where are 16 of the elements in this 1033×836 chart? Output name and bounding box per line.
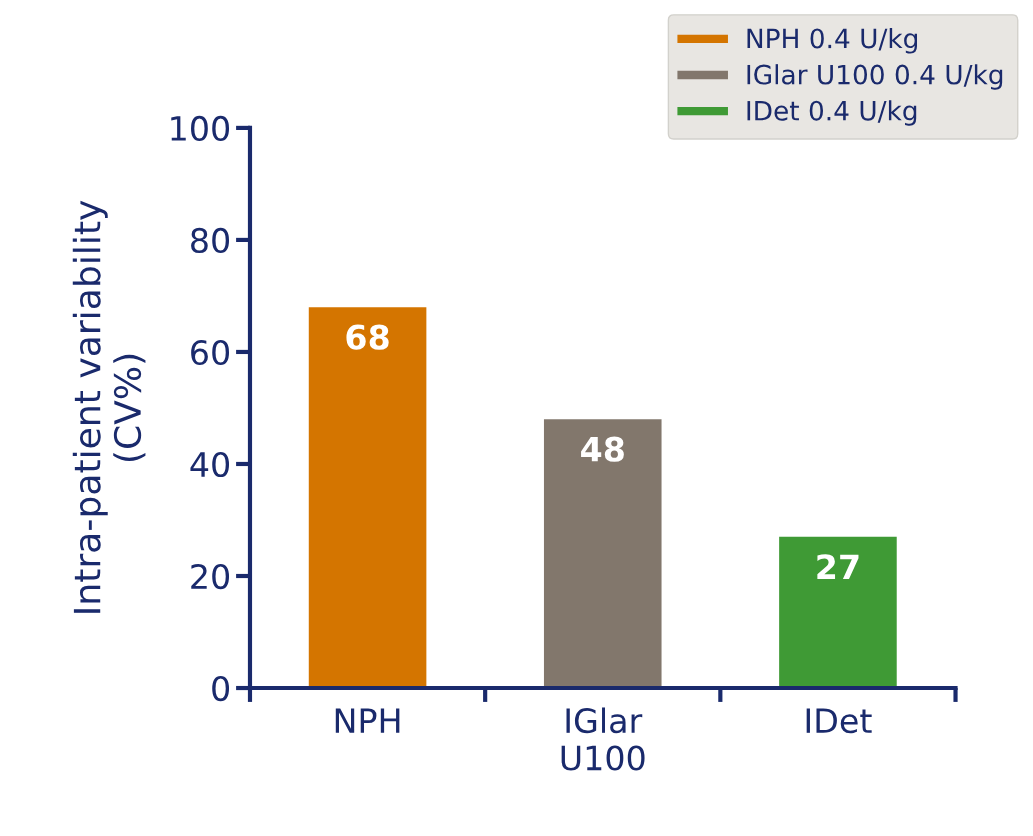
x-tick-label: IDet [806,708,872,734]
y-tick-label: 40 [190,451,230,478]
x-tick-label: IGlar U100 [561,707,645,771]
y-tick-label: 0 [212,675,230,702]
data-label: 27 [817,554,859,579]
y-tick-label: 100 [171,115,230,142]
legend-label: NPH 0.4 U/kg [747,28,917,54]
y-tick-label: 80 [191,227,230,254]
x-tick-label: NPH [335,708,400,733]
y-axis-title: Intra-patient variability (CV%) [72,200,146,613]
legend-label: IDet 0.4 U/kg [747,100,917,126]
data-label: 68 [346,324,389,350]
data-label: 48 [581,436,624,462]
legend-label: IGlar U100 0.4 U/kg [747,64,1003,90]
y-tick-label: 20 [191,563,230,590]
y-tick-label: 60 [191,339,230,366]
